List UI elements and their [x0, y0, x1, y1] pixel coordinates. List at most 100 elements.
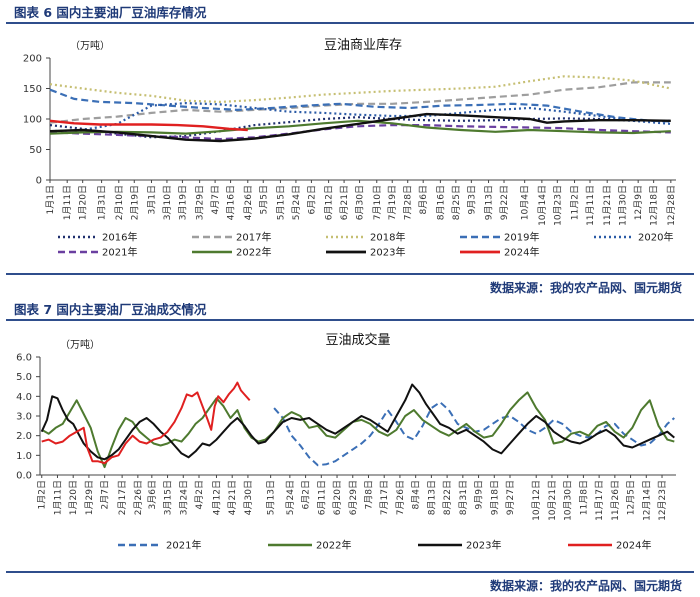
x-tick-label: 7月19日	[387, 185, 398, 220]
figure-7-title: 图表 7 国内主要油厂豆油成交情况	[14, 302, 207, 317]
x-tick-label: 9月3日	[466, 185, 477, 214]
x-tick-label: 12月28日	[666, 185, 677, 226]
x-tick-label: 3月1日	[146, 185, 157, 214]
x-tick-label: 8月6日	[418, 185, 429, 214]
x-tick-label: 1月2日	[37, 480, 48, 509]
legend-label-2016年: 2016年	[102, 231, 137, 244]
series-line-2016年	[49, 116, 671, 139]
series-line-2018年	[49, 75, 672, 103]
figure-6-title: 图表 6 国内主要油厂豆油库存情况	[14, 5, 207, 20]
x-tick-label: 12月18日	[649, 185, 660, 226]
x-tick-label: 1月20日	[68, 480, 79, 515]
figure-7-source: 数据来源：我的农产品网、国元期货	[489, 579, 682, 593]
x-tick-label: 5月24日	[291, 185, 302, 220]
legend-label-2018年: 2018年	[370, 231, 405, 244]
series-line-2022年	[49, 119, 671, 135]
x-tick-label: 9月13日	[484, 185, 495, 220]
y-tick-label: 0	[36, 176, 42, 187]
series-line-2019年	[49, 88, 671, 123]
x-tick-label: 11月11日	[585, 185, 596, 226]
x-tick-label: 12月23日	[657, 480, 668, 521]
x-tick-label: 11月17日	[594, 480, 605, 521]
x-tick-label: 11月2日	[570, 185, 581, 220]
x-tick-label: 7月8日	[363, 480, 374, 509]
x-tick-label: 11月30日	[618, 185, 629, 226]
x-tick-label: 9月27日	[505, 480, 516, 515]
legend-label-2023年: 2023年	[370, 246, 405, 259]
x-tick-label: 1月11日	[62, 185, 73, 220]
x-tick-label: 9月22日	[499, 185, 510, 220]
x-tick-label: 3月10日	[162, 185, 173, 220]
x-tick-label: 11月26日	[610, 480, 621, 521]
x-tick-label: 9月18日	[489, 480, 500, 515]
x-tick-label: 3月29日	[195, 185, 206, 220]
y-tick-label: 200	[23, 54, 42, 65]
volume-chart: 豆油成交量 （万吨） 0.0 1.0 2.0 3.0 4.0 5.0 6.0 1月2日 1月11日 1…	[16, 332, 676, 552]
x-tick-label: 2月7日	[100, 480, 111, 509]
y-tick-label: 50	[29, 145, 42, 156]
x-tick-label: 4月26日	[243, 185, 254, 220]
legend-label-2023年: 2023年	[466, 539, 501, 552]
figure-6-footer: 数据来源：我的农产品网、国元期货	[6, 273, 694, 295]
x-tick-label: 10月30日	[563, 480, 574, 521]
x-tick-label: 6月20日	[332, 480, 343, 515]
legend-label-2020年: 2020年	[638, 231, 673, 244]
x-tick-label: 8月4日	[411, 480, 422, 509]
x-tick-label: 8月31日	[458, 480, 469, 515]
x-tick-label: 7月10日	[372, 185, 383, 220]
x-tick-label: 5月15日	[275, 185, 286, 220]
x-tick-label: 5月13日	[266, 480, 277, 515]
y-tick-label: 1.0	[16, 451, 32, 462]
legend-label-2021年: 2021年	[166, 539, 201, 552]
x-tick-label: 10月14日	[537, 185, 548, 226]
chart-title: 豆油商业库存	[324, 37, 402, 53]
series-line-2017年	[49, 81, 671, 124]
series-line-2024年	[41, 381, 251, 465]
x-tick-label: 4月2日	[194, 480, 205, 509]
y-tick-label: 2.0	[16, 431, 32, 442]
x-tick-label: 2月26日	[133, 480, 144, 515]
series-line-2020年	[49, 102, 671, 133]
figure-7-footer: 数据来源：我的农产品网、国元期货	[6, 571, 694, 593]
x-tick-label: 1月1日	[45, 185, 56, 214]
x-tick-label: 9月9日	[474, 480, 485, 509]
x-tick-label: 3月24日	[178, 480, 189, 515]
x-tick-label: 4月30日	[243, 480, 254, 515]
series-line-2023年	[40, 383, 675, 461]
x-tick-label: 6月2日	[301, 480, 312, 509]
x-tick-label: 5月5日	[258, 185, 269, 214]
x-tick-label: 12月9日	[633, 185, 644, 220]
x-tick-label: 6月21日	[339, 185, 350, 220]
figure-6-header: 图表 6 国内主要油厂豆油库存情况	[6, 0, 694, 24]
x-tick-label: 2月17日	[117, 480, 128, 515]
x-tick-label: 6月29日	[348, 480, 359, 515]
x-tick-label: 6月30日	[355, 185, 366, 220]
x-tick-label: 5月24日	[285, 480, 296, 515]
x-tick-label: 4月21日	[227, 480, 238, 515]
x-tick-label: 3月6日	[147, 480, 158, 509]
y-tick-label: 100	[23, 115, 42, 126]
legend-label-2022年: 2022年	[316, 539, 351, 552]
x-tick-label: 3月19日	[177, 185, 188, 220]
x-tick-label: 4月16日	[226, 185, 237, 220]
x-tick-label: 8月16日	[435, 185, 446, 220]
figure-6-source: 数据来源：我的农产品网、国元期货	[489, 281, 682, 295]
x-tick-label: 10月23日	[552, 185, 563, 226]
x-tick-label: 8月25日	[451, 185, 462, 220]
x-tick-label: 12月14日	[641, 480, 652, 521]
x-tick-label: 6月2日	[306, 185, 317, 214]
legend-label-2024年: 2024年	[616, 539, 651, 552]
legend-label-2019年: 2019年	[504, 231, 539, 244]
legend-label-2024年: 2024年	[504, 246, 539, 259]
series-line-2022年	[41, 391, 675, 469]
y-tick-label: 150	[23, 84, 42, 95]
x-tick-label: 2月19日	[129, 185, 140, 220]
legend-label-2021年: 2021年	[102, 246, 137, 259]
legend-label-2017年: 2017年	[236, 231, 271, 244]
x-tick-label: 11月8日	[578, 480, 589, 515]
series-line-2023年	[49, 112, 671, 143]
x-tick-label: 10月4日	[520, 185, 531, 220]
x-tick-label: 10月21日	[547, 480, 558, 521]
legend-label-2022年: 2022年	[236, 246, 271, 259]
y-tick-label: 4.0	[16, 392, 32, 403]
